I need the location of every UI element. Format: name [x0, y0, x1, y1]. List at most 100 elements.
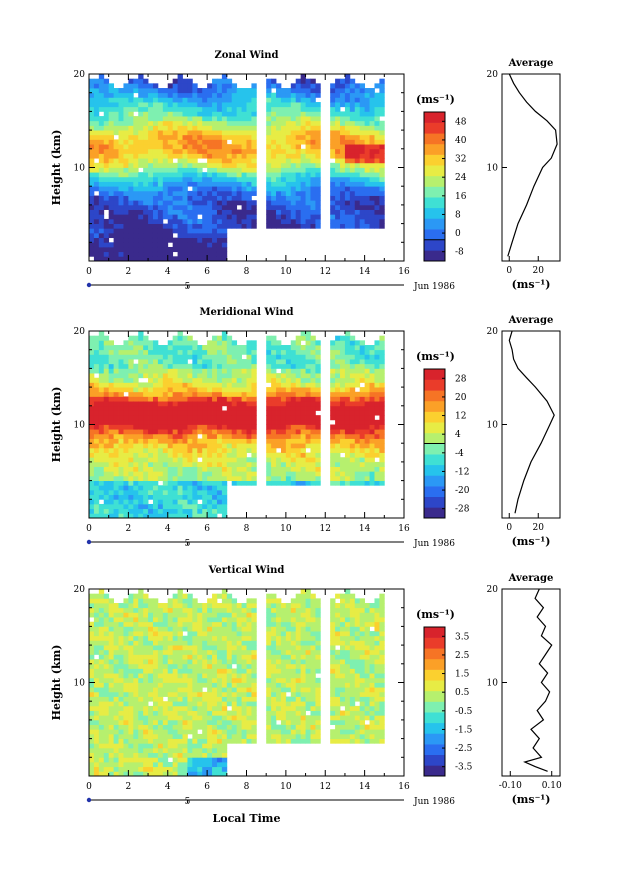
heatmap-cell [123, 102, 129, 108]
heatmap-cell [202, 738, 208, 744]
heatmap-cell [89, 489, 95, 496]
heatmap-cell [197, 391, 203, 397]
heatmap-cell [103, 729, 110, 735]
heatmap-cell [349, 382, 356, 388]
heatmap-cell [236, 200, 242, 206]
heatmap-cell [143, 715, 149, 721]
heatmap-cell [123, 771, 129, 777]
heatmap-cell [379, 144, 385, 150]
heatmap-cell [133, 635, 139, 641]
y-tick-label: 10 [74, 164, 86, 174]
heatmap-cell [172, 649, 178, 655]
heatmap-cell [241, 382, 247, 388]
heatmap-cell [113, 715, 119, 721]
heatmap-cell [108, 654, 115, 660]
heatmap-cell [216, 218, 223, 224]
heatmap-cell [335, 368, 341, 374]
heatmap-cell [162, 349, 169, 355]
heatmap-cell [152, 120, 159, 126]
colorbar-swatch [424, 400, 445, 412]
heatmap-cell [285, 102, 292, 108]
heatmap-cell [157, 228, 164, 234]
heatmap-cell [113, 649, 119, 655]
heatmap-cell [108, 603, 115, 609]
heatmap-cell [182, 256, 188, 262]
heatmap-cell [226, 134, 233, 140]
heatmap-cell [192, 612, 198, 618]
heatmap-cell [128, 158, 134, 164]
heatmap-cell [162, 429, 169, 435]
heatmap-cell [167, 83, 174, 89]
heatmap-cell [128, 747, 134, 754]
heatmap-cell [148, 200, 154, 206]
heatmap-cell [271, 447, 277, 453]
heatmap-cell [251, 377, 257, 383]
heatmap-cell [330, 461, 336, 467]
heatmap-cell [167, 513, 174, 519]
heatmap-cell [251, 111, 257, 117]
heatmap-cell [157, 410, 164, 416]
heatmap-cell [152, 134, 159, 140]
heatmap-cell [152, 747, 159, 754]
heatmap-cell [89, 387, 95, 393]
heatmap-cell [128, 631, 134, 637]
heatmap-cell [300, 457, 306, 463]
heatmap-cell [89, 747, 95, 754]
heatmap-cell [192, 345, 198, 351]
heatmap-cell [177, 88, 183, 94]
heatmap-cell [138, 92, 144, 98]
heatmap-cell [310, 424, 316, 430]
heatmap-cell [152, 200, 159, 206]
heatmap-cell [182, 475, 188, 482]
heatmap-cell [162, 757, 169, 763]
heatmap-cell [187, 391, 193, 397]
colorbar-swatch [424, 496, 445, 508]
heatmap-cell [138, 752, 144, 758]
heatmap-cell [93, 499, 100, 505]
heatmap-cell [167, 410, 174, 416]
heatmap-cell [148, 447, 154, 453]
heatmap-cell [369, 186, 375, 192]
heatmap-cell [98, 626, 105, 632]
heatmap-cell [330, 172, 336, 178]
heatmap-cell [89, 359, 95, 365]
heatmap-cell [369, 377, 375, 383]
heatmap-cell [143, 621, 149, 627]
heatmap-cell [280, 354, 287, 360]
heatmap-cell [285, 139, 292, 145]
heatmap-cell [148, 349, 154, 355]
heatmap-cell [167, 649, 174, 655]
heatmap-cell [369, 433, 375, 439]
heatmap-cell [172, 186, 178, 192]
heatmap-cell [177, 424, 183, 430]
heatmap-cell [310, 359, 316, 365]
heatmap-cell [354, 457, 361, 463]
heatmap-cell [276, 382, 282, 388]
heatmap-cell [330, 139, 336, 145]
heatmap-cell [123, 461, 129, 467]
heatmap-cell [108, 649, 115, 655]
heatmap-cell [354, 92, 361, 98]
heatmap-cell [182, 612, 188, 618]
heatmap-cell [182, 485, 188, 491]
heatmap-cell [369, 354, 375, 360]
heatmap-cell [271, 382, 277, 388]
heatmap-cell [148, 111, 154, 117]
heatmap-cell [226, 410, 233, 416]
heatmap-cell [177, 607, 183, 613]
heatmap-cell [118, 200, 124, 206]
heatmap-cell [113, 743, 119, 749]
heatmap-cell [108, 489, 115, 496]
heatmap-cell [364, 405, 370, 411]
heatmap-cell [241, 349, 247, 355]
heatmap-cell [330, 466, 336, 472]
heatmap-cell [221, 130, 228, 136]
heatmap-cell [236, 125, 242, 131]
heatmap-cell [152, 237, 159, 243]
heatmap-cell [187, 626, 193, 632]
heatmap-cell [374, 405, 380, 411]
heatmap-cell [369, 424, 375, 430]
heatmap-cell [98, 218, 105, 224]
heatmap-cell [221, 396, 228, 402]
heatmap-cell [177, 438, 183, 444]
